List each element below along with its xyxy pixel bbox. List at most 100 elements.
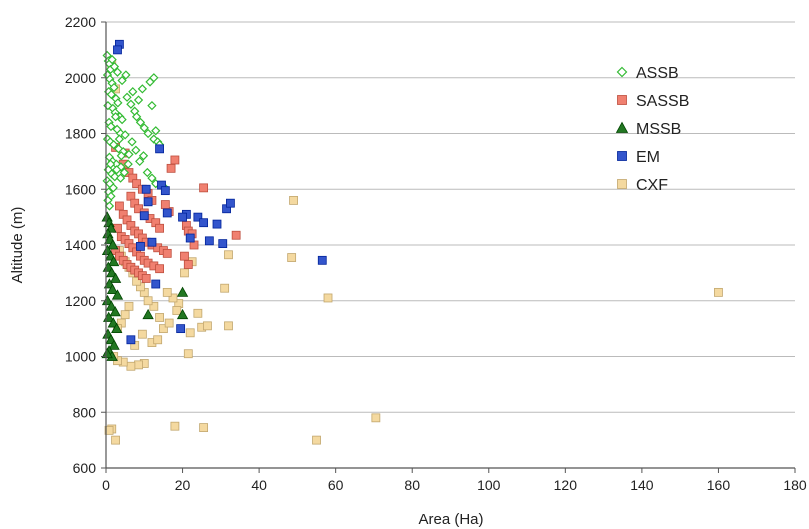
point-assb-7 [109, 82, 119, 93]
y-tick-label-1200: 1200 [65, 293, 96, 309]
point-assb-53 [147, 100, 157, 111]
point-mssb-8 [107, 255, 120, 267]
point-assb-58 [128, 87, 138, 97]
point-assb-48 [143, 128, 153, 139]
point-mssb-11 [109, 272, 122, 283]
point-cxf-28 [164, 318, 174, 328]
point-sassb-18 [155, 223, 164, 233]
point-sassb-59 [160, 200, 170, 209]
series-mssb [101, 211, 189, 361]
legend: ASSB SASSB MSSB EM CXF [615, 65, 689, 194]
point-assb-61 [135, 156, 145, 167]
legend-label-cxf: CXF [636, 177, 668, 194]
point-cxf-14 [170, 421, 180, 431]
point-assb-16 [117, 114, 127, 125]
point-sassb-4 [199, 183, 209, 193]
point-em-5 [141, 184, 151, 194]
point-mssb-5 [107, 239, 119, 250]
point-assb-24 [109, 140, 119, 150]
point-cxf-18 [111, 435, 120, 445]
y-axis-title: Altitude (m) [9, 207, 26, 284]
point-cxf-31 [143, 296, 153, 306]
point-sassb-19 [114, 201, 124, 211]
point-em-11 [212, 219, 222, 229]
point-cxf-43 [180, 268, 189, 278]
y-tick-label-1000: 1000 [65, 349, 96, 365]
point-em-21 [151, 279, 161, 289]
point-mssb-26 [101, 347, 113, 359]
point-cxf-29 [155, 313, 164, 322]
point-cxf-6 [224, 250, 233, 260]
point-cxf-42 [162, 287, 172, 297]
point-mssb-28 [142, 308, 154, 320]
point-em-17 [185, 233, 195, 243]
legend-label-em: EM [636, 149, 660, 166]
point-em-18 [204, 236, 214, 246]
legend-label-assb: ASSB [636, 65, 679, 82]
point-assb-73 [107, 54, 117, 65]
point-assb-42 [122, 92, 132, 102]
x-tick-label-60: 60 [328, 477, 344, 493]
point-em-6 [143, 197, 153, 207]
legend-marker-em [617, 151, 627, 161]
point-em-13 [226, 198, 235, 208]
point-assb-41 [104, 201, 115, 211]
x-axis-title: Area (Ha) [418, 511, 483, 528]
point-em-23 [126, 335, 136, 345]
legend-item-assb: ASSB [616, 65, 679, 82]
point-cxf-4 [323, 293, 333, 303]
gridlines [106, 21, 795, 413]
point-em-15 [136, 241, 145, 251]
point-cxf-11 [185, 328, 195, 338]
y-tick-label-600: 600 [73, 460, 97, 476]
point-assb-21 [120, 130, 130, 140]
point-sassb-30 [162, 248, 172, 258]
point-cxf-0 [289, 195, 298, 205]
point-assb-57 [133, 95, 144, 105]
point-cxf-30 [149, 301, 159, 311]
point-assb-31 [116, 162, 126, 172]
legend-marker-assb [616, 66, 628, 78]
point-assb-56 [137, 84, 148, 94]
point-cxf-5 [287, 253, 297, 262]
point-assb-47 [139, 123, 149, 133]
point-em-19 [218, 239, 228, 249]
point-mssb-14 [111, 289, 124, 300]
point-assb-45 [131, 112, 142, 122]
point-mssb-27 [176, 286, 189, 297]
point-em-16 [147, 237, 157, 247]
point-sassb-56 [180, 251, 189, 261]
point-assb-72 [109, 61, 120, 72]
point-em-24 [162, 208, 172, 218]
y-tick-label-1800: 1800 [65, 126, 96, 142]
point-assb-34 [110, 172, 120, 182]
point-assb-76 [114, 134, 125, 144]
point-cxf-2 [371, 413, 381, 423]
point-assb-64 [147, 173, 157, 183]
point-assb-78 [112, 165, 122, 175]
point-cxf-8 [224, 321, 233, 331]
point-em-20 [317, 255, 327, 265]
point-sassb-54 [231, 230, 241, 240]
point-assb-79 [105, 159, 116, 169]
point-sassb-50 [141, 274, 151, 283]
point-assb-62 [138, 151, 149, 161]
series-cxf [104, 59, 723, 445]
tick-labels: 600 800 1000 1200 1400 1600 1800 2000 2200 0 20 40 6… [65, 14, 807, 493]
point-assb-70 [117, 75, 127, 86]
point-assb-63 [142, 167, 152, 178]
point-assb-46 [135, 117, 146, 127]
data-points [101, 39, 723, 445]
legend-marker-mssb [615, 121, 629, 133]
point-cxf-13 [193, 308, 203, 318]
point-cxf-53 [172, 306, 182, 315]
point-mssb-23 [108, 339, 120, 350]
point-cxf-51 [137, 329, 147, 339]
point-em-22 [176, 324, 186, 334]
point-assb-18 [106, 121, 116, 132]
point-sassb-8 [132, 179, 142, 189]
point-mssb-29 [176, 308, 189, 320]
point-mssb-16 [105, 300, 118, 311]
point-cxf-20 [134, 360, 143, 370]
point-em-1 [113, 45, 122, 55]
